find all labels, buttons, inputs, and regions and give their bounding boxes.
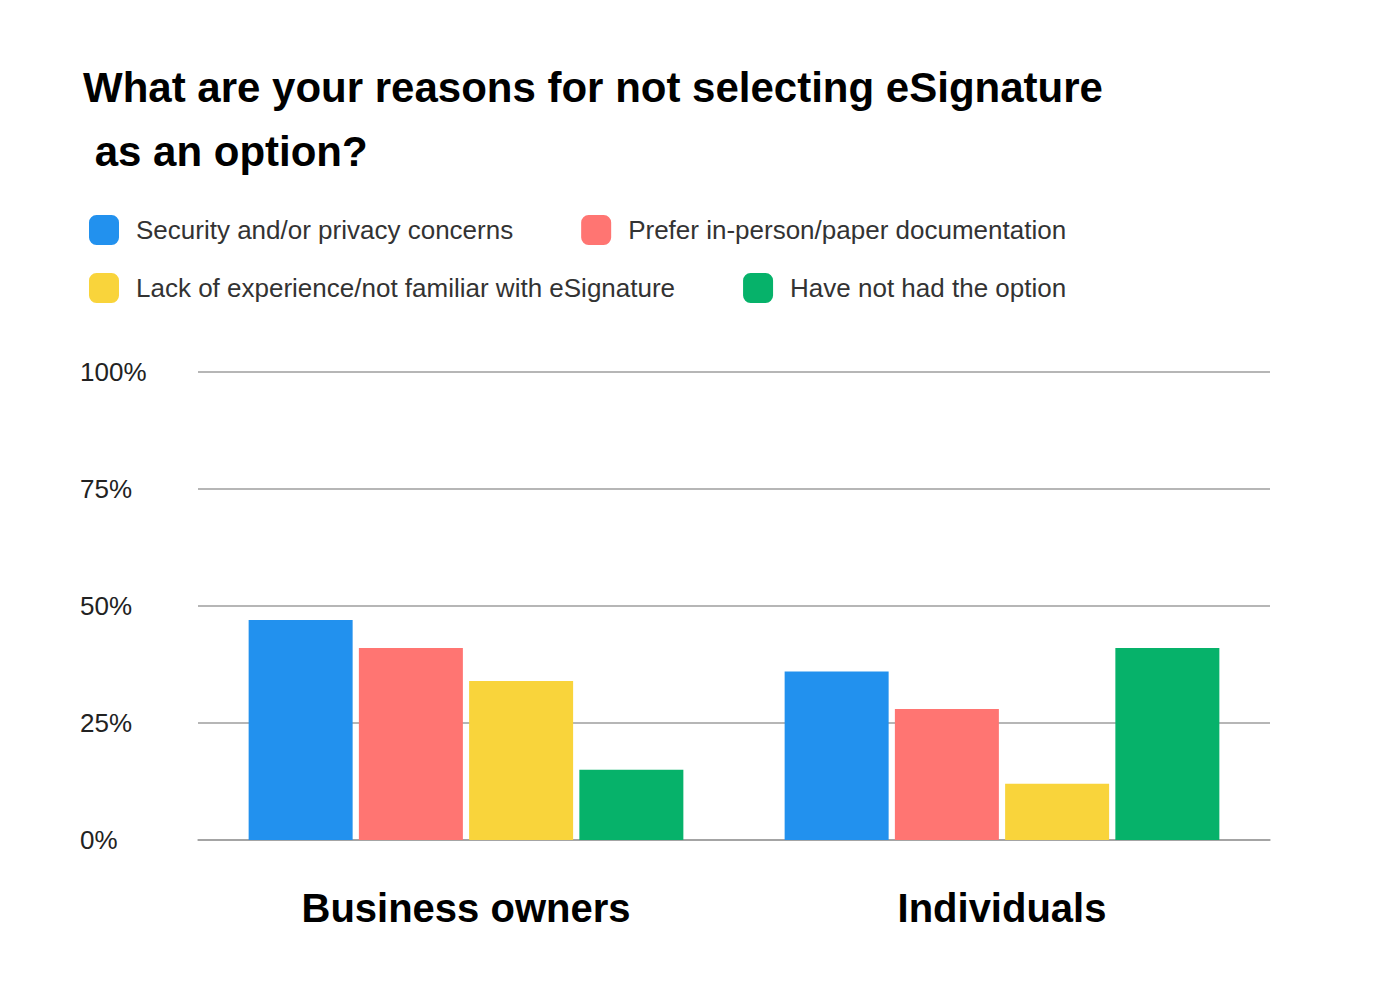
svg-text:Business owners: Business owners: [301, 886, 630, 930]
svg-text:Security and/or privacy concer: Security and/or privacy concerns: [136, 215, 513, 245]
svg-text:25%: 25%: [80, 708, 132, 738]
svg-text:50%: 50%: [80, 591, 132, 621]
svg-text:Lack of experience/not familia: Lack of experience/not familiar with eSi…: [136, 273, 675, 303]
svg-text:Individuals: Individuals: [898, 886, 1107, 930]
svg-text:0%: 0%: [80, 825, 118, 855]
svg-text:Have not had the option: Have not had the option: [790, 273, 1066, 303]
svg-text:Prefer in-person/paper documen: Prefer in-person/paper documentation: [628, 215, 1066, 245]
svg-text:100%: 100%: [80, 357, 147, 387]
svg-text:75%: 75%: [80, 474, 132, 504]
svg-text:as an option?: as an option?: [83, 128, 368, 175]
svg-text:What are your reasons for not: What are your reasons for not selecting …: [83, 64, 1103, 111]
